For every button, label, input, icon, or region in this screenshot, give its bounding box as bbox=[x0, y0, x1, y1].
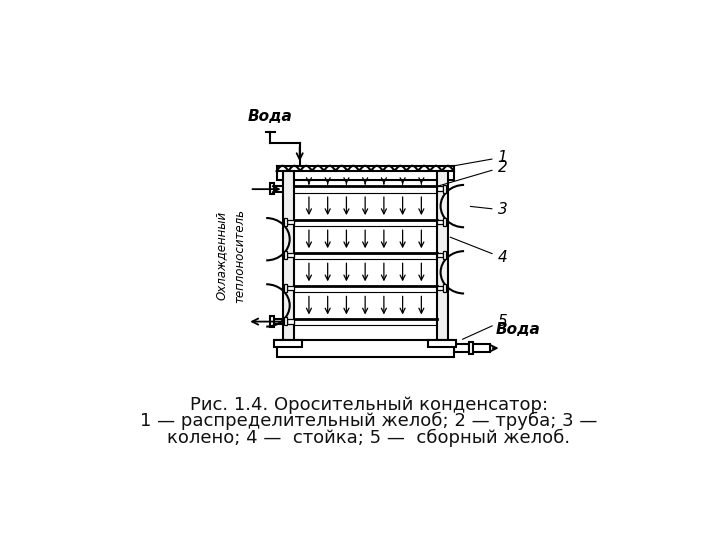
Bar bbox=[443, 218, 446, 226]
Text: 5: 5 bbox=[462, 314, 508, 339]
Text: 1: 1 bbox=[449, 150, 508, 167]
Text: колено; 4 —  стойка; 5 —  сборный желоб.: колено; 4 — стойка; 5 — сборный желоб. bbox=[168, 428, 570, 447]
Bar bbox=[287, 253, 294, 257]
Bar bbox=[473, 345, 490, 352]
Bar bbox=[287, 319, 294, 323]
Bar bbox=[443, 185, 446, 193]
Bar bbox=[443, 251, 446, 259]
Text: 4: 4 bbox=[450, 237, 508, 265]
Text: 3: 3 bbox=[470, 202, 508, 218]
Bar bbox=[271, 184, 274, 194]
Bar bbox=[283, 171, 294, 340]
Text: 2: 2 bbox=[439, 160, 508, 186]
Text: Вода: Вода bbox=[496, 322, 541, 338]
Bar bbox=[287, 220, 294, 224]
Bar bbox=[274, 340, 302, 347]
Bar bbox=[276, 340, 454, 356]
Bar bbox=[437, 220, 443, 224]
Bar bbox=[443, 284, 446, 292]
Bar bbox=[428, 340, 456, 347]
Bar bbox=[437, 171, 448, 340]
Bar bbox=[276, 171, 454, 180]
Bar bbox=[469, 342, 473, 354]
Bar bbox=[437, 186, 443, 191]
Bar bbox=[274, 319, 284, 325]
Bar bbox=[274, 186, 284, 192]
Bar bbox=[287, 286, 294, 291]
Bar bbox=[271, 316, 274, 327]
Bar bbox=[284, 218, 287, 226]
Bar bbox=[284, 251, 287, 259]
Bar bbox=[437, 253, 443, 257]
Bar bbox=[284, 284, 287, 292]
Bar bbox=[454, 345, 469, 352]
Bar bbox=[437, 286, 443, 291]
Text: Вода: Вода bbox=[248, 109, 293, 124]
Text: Рис. 1.4. Оросительный конденсатор:: Рис. 1.4. Оросительный конденсатор: bbox=[190, 396, 548, 414]
Text: Охлажденный
теплоноситель: Охлажденный теплоноситель bbox=[215, 209, 246, 303]
Text: 1 — распределительный желоб; 2 — труба; 3 —: 1 — распределительный желоб; 2 — труба; … bbox=[140, 412, 598, 430]
Bar bbox=[284, 318, 287, 325]
